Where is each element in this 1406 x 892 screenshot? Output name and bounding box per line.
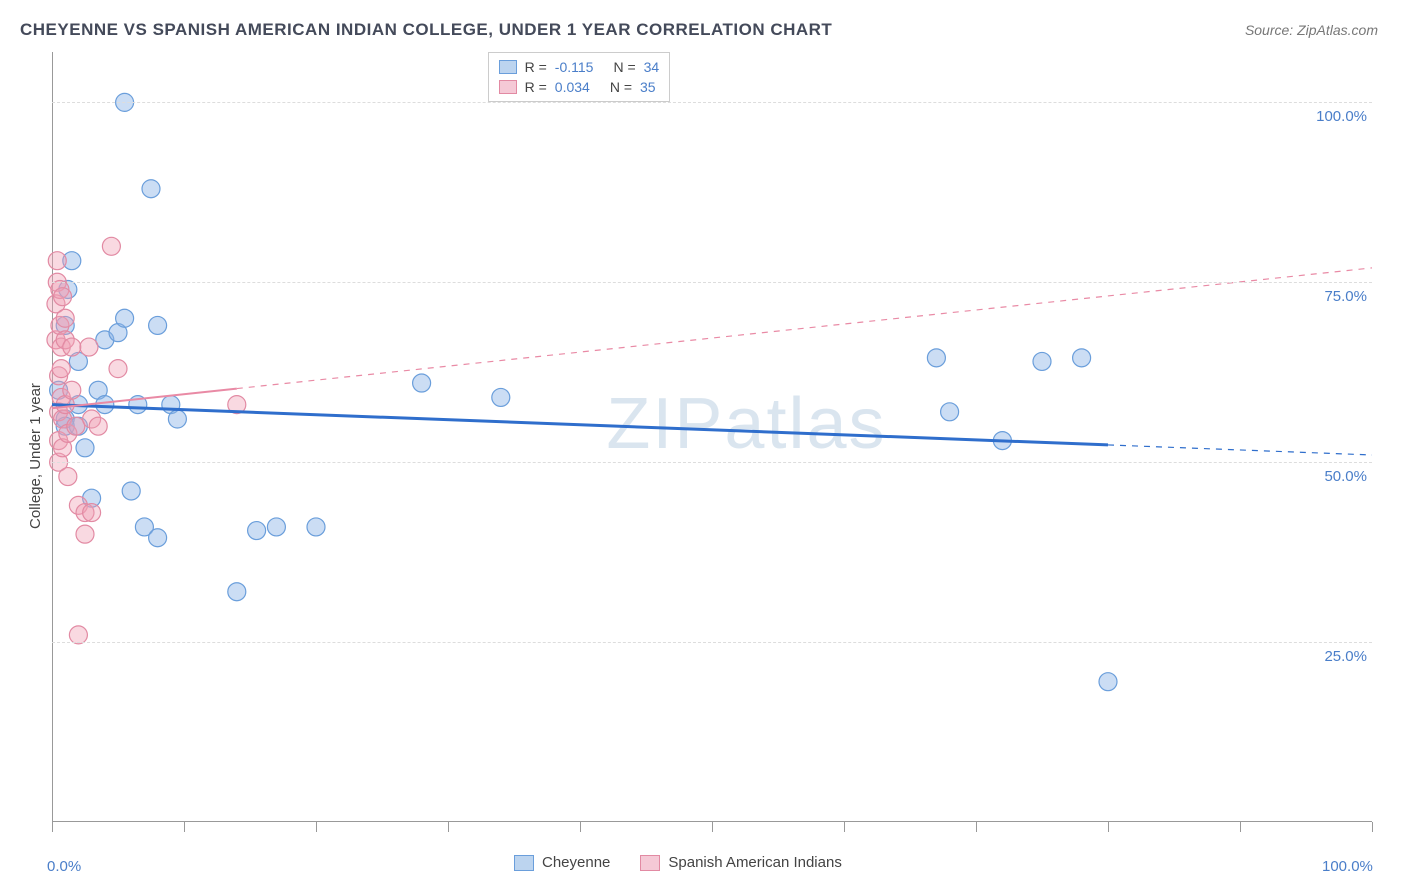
y-tick-label: 75.0% — [1312, 288, 1367, 305]
legend-swatch — [499, 60, 517, 74]
legend-item: Cheyenne — [514, 854, 610, 871]
data-point — [54, 288, 72, 306]
data-point — [80, 338, 98, 356]
data-point — [76, 439, 94, 457]
data-point — [63, 338, 81, 356]
data-point — [76, 525, 94, 543]
data-point — [59, 468, 77, 486]
x-tick-label: 100.0% — [1322, 858, 1373, 875]
x-tick-mark — [184, 822, 185, 832]
x-tick-mark — [712, 822, 713, 832]
legend-stat-row: R = 0.034 N = 35 — [499, 77, 660, 97]
legend-swatch — [499, 80, 517, 94]
x-tick-mark — [1240, 822, 1241, 832]
gridline-h — [52, 462, 1372, 463]
regression-line-dashed — [237, 268, 1372, 389]
data-point — [122, 482, 140, 500]
n-value: 34 — [644, 59, 660, 75]
legend-swatch — [640, 855, 660, 871]
data-point — [228, 583, 246, 601]
source-label: Source: ZipAtlas.com — [1245, 22, 1378, 38]
data-point — [63, 381, 81, 399]
x-tick-mark — [1372, 822, 1373, 832]
x-tick-mark — [448, 822, 449, 832]
gridline-h — [52, 102, 1372, 103]
data-point — [96, 396, 114, 414]
scatter-plot-svg — [52, 52, 1372, 822]
x-tick-label: 0.0% — [47, 858, 81, 875]
data-point — [142, 180, 160, 198]
regression-line-dashed — [1108, 445, 1372, 455]
data-point — [149, 316, 167, 334]
x-tick-mark — [844, 822, 845, 832]
r-value: -0.115 — [555, 59, 594, 75]
data-point — [48, 252, 66, 270]
data-point — [413, 374, 431, 392]
data-point — [267, 518, 285, 536]
y-tick-label: 100.0% — [1312, 108, 1367, 125]
y-tick-label: 25.0% — [1312, 648, 1367, 665]
data-point — [89, 417, 107, 435]
n-value: 35 — [640, 79, 656, 95]
data-point — [102, 237, 120, 255]
x-tick-mark — [316, 822, 317, 832]
data-point — [307, 518, 325, 536]
x-tick-mark — [580, 822, 581, 832]
legend-swatch — [514, 855, 534, 871]
legend-item: Spanish American Indians — [640, 854, 841, 871]
data-point — [927, 349, 945, 367]
data-point — [248, 522, 266, 540]
data-point — [52, 360, 70, 378]
series-legend: Cheyenne Spanish American Indians — [514, 854, 842, 871]
data-point — [149, 529, 167, 547]
r-label: R = — [525, 79, 547, 95]
legend-label: Cheyenne — [542, 854, 610, 871]
gridline-h — [52, 282, 1372, 283]
legend-label: Spanish American Indians — [668, 854, 841, 871]
r-value: 0.034 — [555, 79, 590, 95]
n-label: N = — [610, 79, 632, 95]
x-tick-mark — [976, 822, 977, 832]
data-point — [1099, 673, 1117, 691]
chart-title: CHEYENNE VS SPANISH AMERICAN INDIAN COLL… — [20, 20, 832, 40]
x-tick-mark — [52, 822, 53, 832]
r-label: R = — [525, 59, 547, 75]
n-label: N = — [613, 59, 635, 75]
y-tick-label: 50.0% — [1312, 468, 1367, 485]
data-point — [492, 388, 510, 406]
correlation-legend: R = -0.115 N = 34 R = 0.034 N = 35 — [488, 52, 671, 102]
data-point — [83, 504, 101, 522]
gridline-h — [52, 642, 1372, 643]
data-point — [941, 403, 959, 421]
x-tick-mark — [1108, 822, 1109, 832]
data-point — [109, 360, 127, 378]
data-point — [1073, 349, 1091, 367]
data-point — [116, 309, 134, 327]
data-point — [1033, 352, 1051, 370]
data-point — [56, 309, 74, 327]
y-axis-label: College, Under 1 year — [27, 383, 44, 529]
data-point — [168, 410, 186, 428]
legend-stat-row: R = -0.115 N = 34 — [499, 57, 660, 77]
